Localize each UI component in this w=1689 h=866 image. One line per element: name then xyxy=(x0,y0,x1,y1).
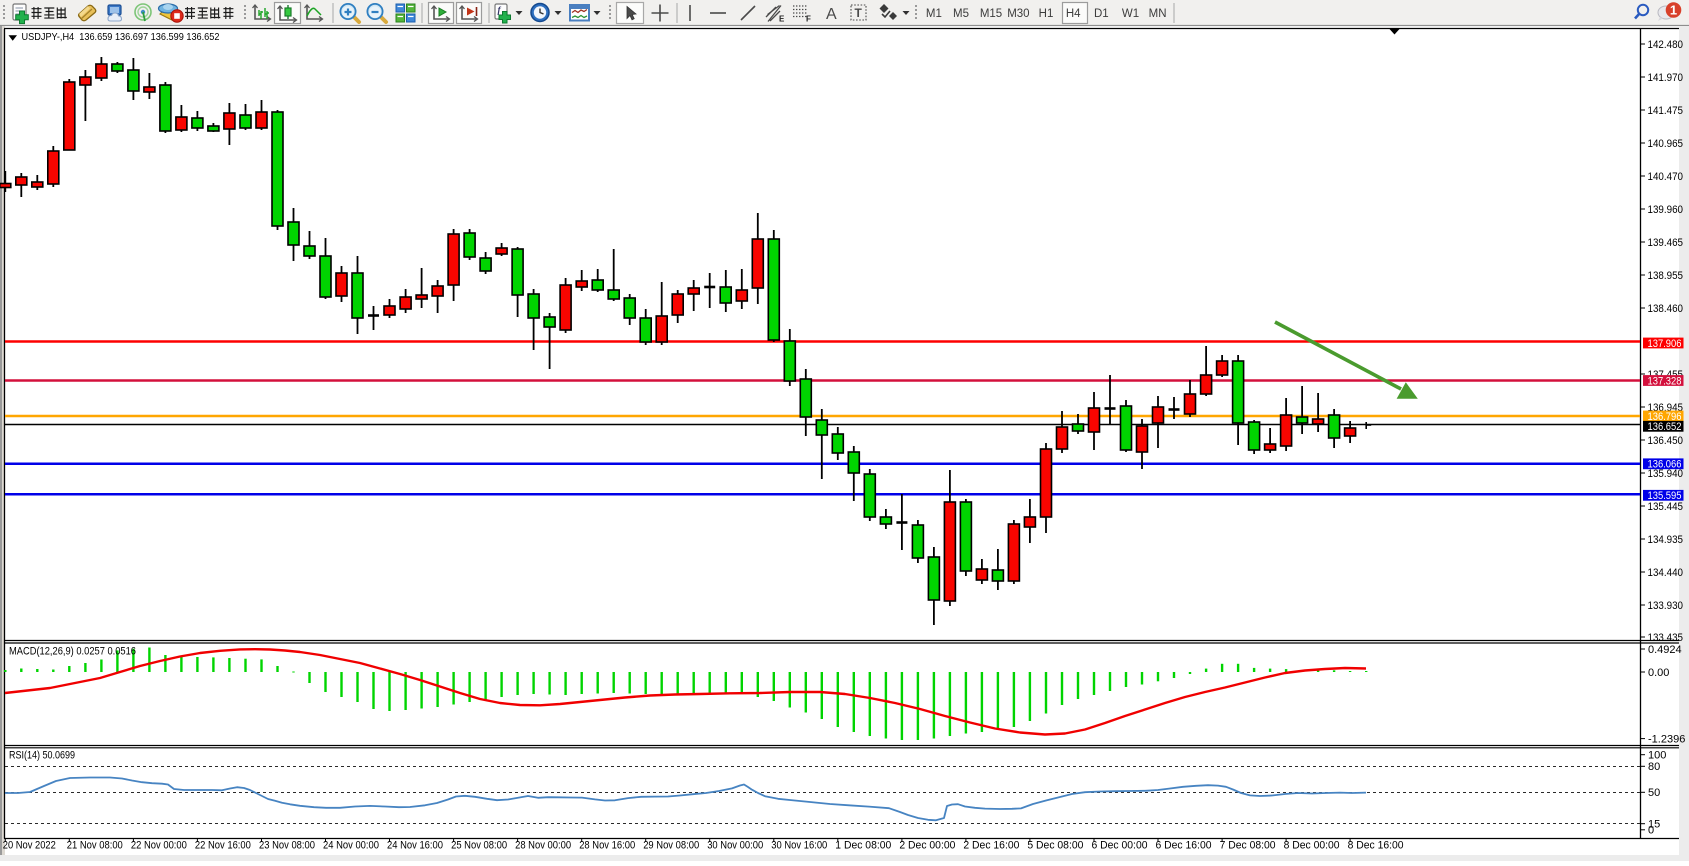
svg-text:135.445: 135.445 xyxy=(1648,501,1684,513)
svg-text:28 Nov 16:00: 28 Nov 16:00 xyxy=(579,840,635,852)
svg-text:30 Nov 00:00: 30 Nov 00:00 xyxy=(707,840,763,852)
svg-text:22 Nov 16:00: 22 Nov 16:00 xyxy=(195,840,251,852)
svg-text:138.955: 138.955 xyxy=(1648,270,1684,282)
svg-text:133.435: 133.435 xyxy=(1648,632,1684,644)
svg-text:15: 15 xyxy=(1648,819,1660,831)
svg-text:24 Nov 00:00: 24 Nov 00:00 xyxy=(323,840,379,852)
svg-text:28 Nov 00:00: 28 Nov 00:00 xyxy=(515,840,571,852)
svg-text:M15: M15 xyxy=(980,8,1002,20)
svg-text:RSI(14) 50.0699: RSI(14) 50.0699 xyxy=(9,750,75,762)
svg-text:141.475: 141.475 xyxy=(1648,105,1684,117)
svg-text:80: 80 xyxy=(1648,761,1660,773)
svg-text:29 Nov 08:00: 29 Nov 08:00 xyxy=(643,840,699,852)
svg-text:134.440: 134.440 xyxy=(1648,567,1684,579)
svg-text:136.652: 136.652 xyxy=(1648,421,1682,433)
svg-text:T: T xyxy=(855,6,863,20)
svg-text:F: F xyxy=(806,15,811,24)
svg-text:W1: W1 xyxy=(1122,8,1139,20)
svg-text:5 Dec 08:00: 5 Dec 08:00 xyxy=(1027,840,1083,852)
svg-text:22 Nov 00:00: 22 Nov 00:00 xyxy=(131,840,187,852)
svg-text:8 Dec 00:00: 8 Dec 00:00 xyxy=(1284,840,1340,852)
svg-text:A: A xyxy=(826,6,837,23)
svg-text:135.940: 135.940 xyxy=(1648,468,1684,480)
svg-text:137.906: 137.906 xyxy=(1648,338,1682,350)
svg-text:25 Nov 08:00: 25 Nov 08:00 xyxy=(451,840,507,852)
svg-text:f: f xyxy=(498,5,502,15)
svg-text:1 Dec 08:00: 1 Dec 08:00 xyxy=(835,840,891,852)
svg-text:MN: MN xyxy=(1149,8,1167,20)
svg-text:136.066: 136.066 xyxy=(1648,459,1682,471)
svg-text:20 Nov 2022: 20 Nov 2022 xyxy=(3,840,56,852)
svg-text:140.470: 140.470 xyxy=(1648,171,1684,183)
svg-text:142.480: 142.480 xyxy=(1648,39,1684,51)
svg-text:21 Nov 08:00: 21 Nov 08:00 xyxy=(67,840,123,852)
svg-text:2 Dec 16:00: 2 Dec 16:00 xyxy=(963,840,1019,852)
svg-text:24 Nov 16:00: 24 Nov 16:00 xyxy=(387,840,443,852)
svg-text:USDJPY-,H4 136.659 136.697 13: USDJPY-,H4 136.659 136.697 136.599 136.6… xyxy=(22,31,220,43)
svg-text:137.328: 137.328 xyxy=(1648,375,1682,387)
svg-text:134.935: 134.935 xyxy=(1648,534,1684,546)
svg-text:H4: H4 xyxy=(1066,8,1081,20)
svg-text:M30: M30 xyxy=(1007,8,1029,20)
svg-text:141.970: 141.970 xyxy=(1648,72,1684,84)
svg-text:100: 100 xyxy=(1648,750,1666,762)
svg-text:30 Nov 16:00: 30 Nov 16:00 xyxy=(771,840,827,852)
svg-text:0.00: 0.00 xyxy=(1648,667,1669,679)
svg-text:140.965: 140.965 xyxy=(1648,138,1684,150)
svg-text:H1: H1 xyxy=(1039,8,1054,20)
svg-text:E: E xyxy=(779,15,785,24)
svg-text:2 Dec 00:00: 2 Dec 00:00 xyxy=(899,840,955,852)
svg-text:D1: D1 xyxy=(1094,8,1109,20)
svg-text:138.460: 138.460 xyxy=(1648,303,1684,315)
svg-text:6 Dec 16:00: 6 Dec 16:00 xyxy=(1156,840,1212,852)
svg-text:139.465: 139.465 xyxy=(1648,237,1684,249)
svg-text:0: 0 xyxy=(1648,825,1654,837)
svg-text:M5: M5 xyxy=(953,8,969,20)
svg-text:6 Dec 00:00: 6 Dec 00:00 xyxy=(1092,840,1148,852)
svg-text:0.4924: 0.4924 xyxy=(1648,644,1682,656)
svg-text:MACD(12,26,9) 0.0257 0.0516: MACD(12,26,9) 0.0257 0.0516 xyxy=(9,646,136,658)
svg-text:136.796: 136.796 xyxy=(1648,411,1682,423)
svg-text:M1: M1 xyxy=(926,8,942,20)
svg-text:133.930: 133.930 xyxy=(1648,600,1684,612)
svg-text:8 Dec 16:00: 8 Dec 16:00 xyxy=(1348,840,1404,852)
svg-text:23 Nov 08:00: 23 Nov 08:00 xyxy=(259,840,315,852)
svg-text:-1.2396: -1.2396 xyxy=(1648,733,1685,745)
svg-text:7 Dec 08:00: 7 Dec 08:00 xyxy=(1220,840,1276,852)
svg-text:1: 1 xyxy=(1670,3,1677,18)
svg-text:135.595: 135.595 xyxy=(1648,490,1682,502)
svg-text:136.450: 136.450 xyxy=(1648,435,1684,447)
svg-text:139.960: 139.960 xyxy=(1648,204,1684,216)
svg-text:50: 50 xyxy=(1648,787,1660,799)
